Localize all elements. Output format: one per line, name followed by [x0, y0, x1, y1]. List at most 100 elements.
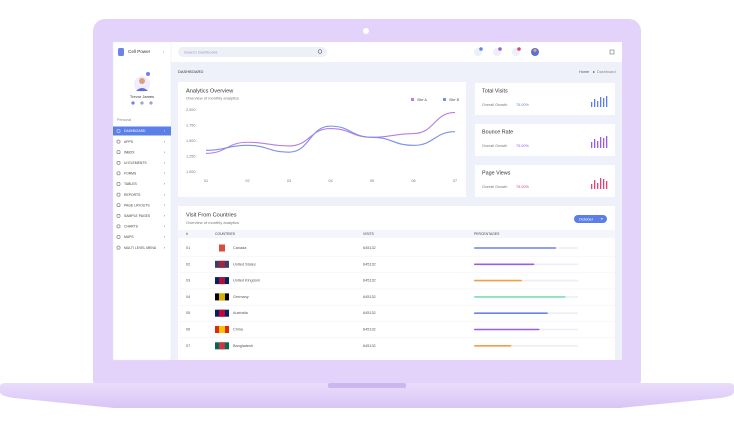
profile-name: Trevor James [130, 94, 154, 99]
menu-icon [116, 203, 121, 207]
stat-label: Overall Growth [482, 144, 507, 148]
flag-detail [219, 342, 225, 350]
menu-icon [116, 192, 121, 197]
menu-icon [116, 214, 121, 218]
menu-item[interactable]: MULTI LEVEL MENU [124, 246, 157, 250]
profile-icon[interactable] [131, 101, 135, 105]
mini-bar [594, 99, 596, 107]
column-header: # [186, 232, 188, 236]
dropdown-caret: ▾ [601, 217, 603, 221]
breadcrumb[interactable]: Home [579, 70, 589, 74]
progress-bar [474, 296, 566, 298]
column-header: COUNTRIES [215, 232, 236, 236]
menu-active [113, 126, 171, 136]
mini-bar [591, 142, 593, 148]
mini-bar [606, 136, 608, 148]
menu-item[interactable]: DASHBOARD [124, 129, 146, 133]
legend-swatch [443, 98, 446, 101]
mini-bar [600, 178, 602, 189]
menu-caret: › [164, 150, 165, 154]
stat-value: 75.00% [516, 144, 530, 148]
sidebar-section: Personal [117, 118, 131, 122]
menu-icon [116, 182, 121, 186]
profile-icon[interactable] [149, 101, 153, 105]
menu-item[interactable]: UI ELEMENTS [124, 161, 147, 165]
visits: 645132 [363, 279, 376, 283]
row-rank: 03 [186, 279, 190, 283]
stat-label: Overall Growth [482, 185, 507, 189]
progress-bar [474, 312, 548, 314]
progress-bar [474, 279, 522, 282]
y-tick-label: 1,750 [186, 124, 196, 128]
mini-bar [603, 138, 605, 148]
country-name: Australia [233, 311, 249, 315]
profile-icon[interactable] [140, 101, 144, 105]
mini-bar [606, 181, 608, 189]
menu-caret: › [164, 129, 165, 133]
menu-item[interactable]: REPORTS [124, 193, 141, 197]
country-name: United Kingdom [233, 279, 260, 283]
menu-caret: › [164, 193, 165, 197]
country-name: China [233, 328, 244, 332]
menu-item[interactable]: CHARTS [124, 225, 139, 229]
menu-item[interactable]: APPS [124, 140, 134, 144]
breadcrumb-separator: ▸ [593, 70, 595, 74]
analytics-card [178, 82, 466, 197]
sidebar-toggle[interactable]: ‹ [163, 49, 165, 54]
y-tick-label: 1,000 [186, 170, 196, 174]
series-line [205, 111, 456, 154]
row-rank: 01 [186, 246, 190, 250]
menu-item[interactable]: INBOX [124, 150, 135, 154]
card-subtitle: Overview of monthly analytics [186, 220, 239, 225]
laptop-notch [328, 383, 406, 388]
country-name: Canada [233, 246, 247, 250]
y-tick-label: 1,250 [186, 155, 196, 159]
x-tick-label: 05 [370, 179, 374, 183]
menu-item[interactable]: PAGE LAYOUTS [124, 203, 150, 207]
stat-card [475, 124, 615, 156]
card-subtitle: Overview of monthly analytics [186, 96, 239, 101]
laptop-base [0, 383, 734, 408]
mini-bar [591, 102, 593, 107]
avatar-body [136, 88, 148, 91]
menu-item[interactable]: TABLES [124, 182, 137, 186]
menu-caret: › [164, 182, 165, 186]
month-filter-label: October [579, 216, 594, 221]
countries-card [178, 206, 615, 360]
search-box[interactable] [178, 47, 327, 57]
progress-bar [474, 247, 557, 249]
stat-card [475, 165, 615, 197]
menu-caret: › [164, 172, 165, 176]
apps-icon[interactable] [609, 49, 615, 55]
y-tick-label: 2,000 [186, 108, 196, 112]
flag-detail [219, 277, 225, 285]
x-tick-label: 01 [204, 179, 208, 183]
menu-item[interactable]: SAMPLE PAGES [124, 214, 151, 218]
visits: 645132 [363, 246, 376, 250]
menu-icon [116, 235, 121, 239]
mini-bar [597, 141, 599, 148]
avatar-face [139, 78, 145, 84]
search-icon[interactable] [317, 49, 323, 54]
sidebar [112, 41, 172, 361]
legend-swatch [411, 98, 414, 101]
country-name: Bangladesh [233, 344, 253, 348]
x-tick-label: 07 [453, 179, 457, 183]
mini-bar [594, 180, 596, 189]
visits: 645132 [363, 311, 376, 315]
badge [498, 47, 502, 51]
menu-caret: › [164, 246, 165, 250]
page-title: DASHBOARD [178, 69, 203, 74]
menu-item[interactable]: FORMS [124, 172, 137, 176]
menu-icon [116, 150, 121, 154]
breadcrumb: Dashboard [597, 70, 616, 74]
month-filter[interactable] [574, 215, 607, 223]
mini-bar [591, 184, 593, 189]
menu-icon [116, 245, 121, 250]
menu-item[interactable]: MAPS [124, 235, 134, 239]
stat-title: Bounce Rate [482, 129, 513, 135]
x-tick-label: 03 [287, 179, 291, 183]
flag-detail [219, 293, 225, 301]
menu-caret: › [164, 140, 165, 144]
